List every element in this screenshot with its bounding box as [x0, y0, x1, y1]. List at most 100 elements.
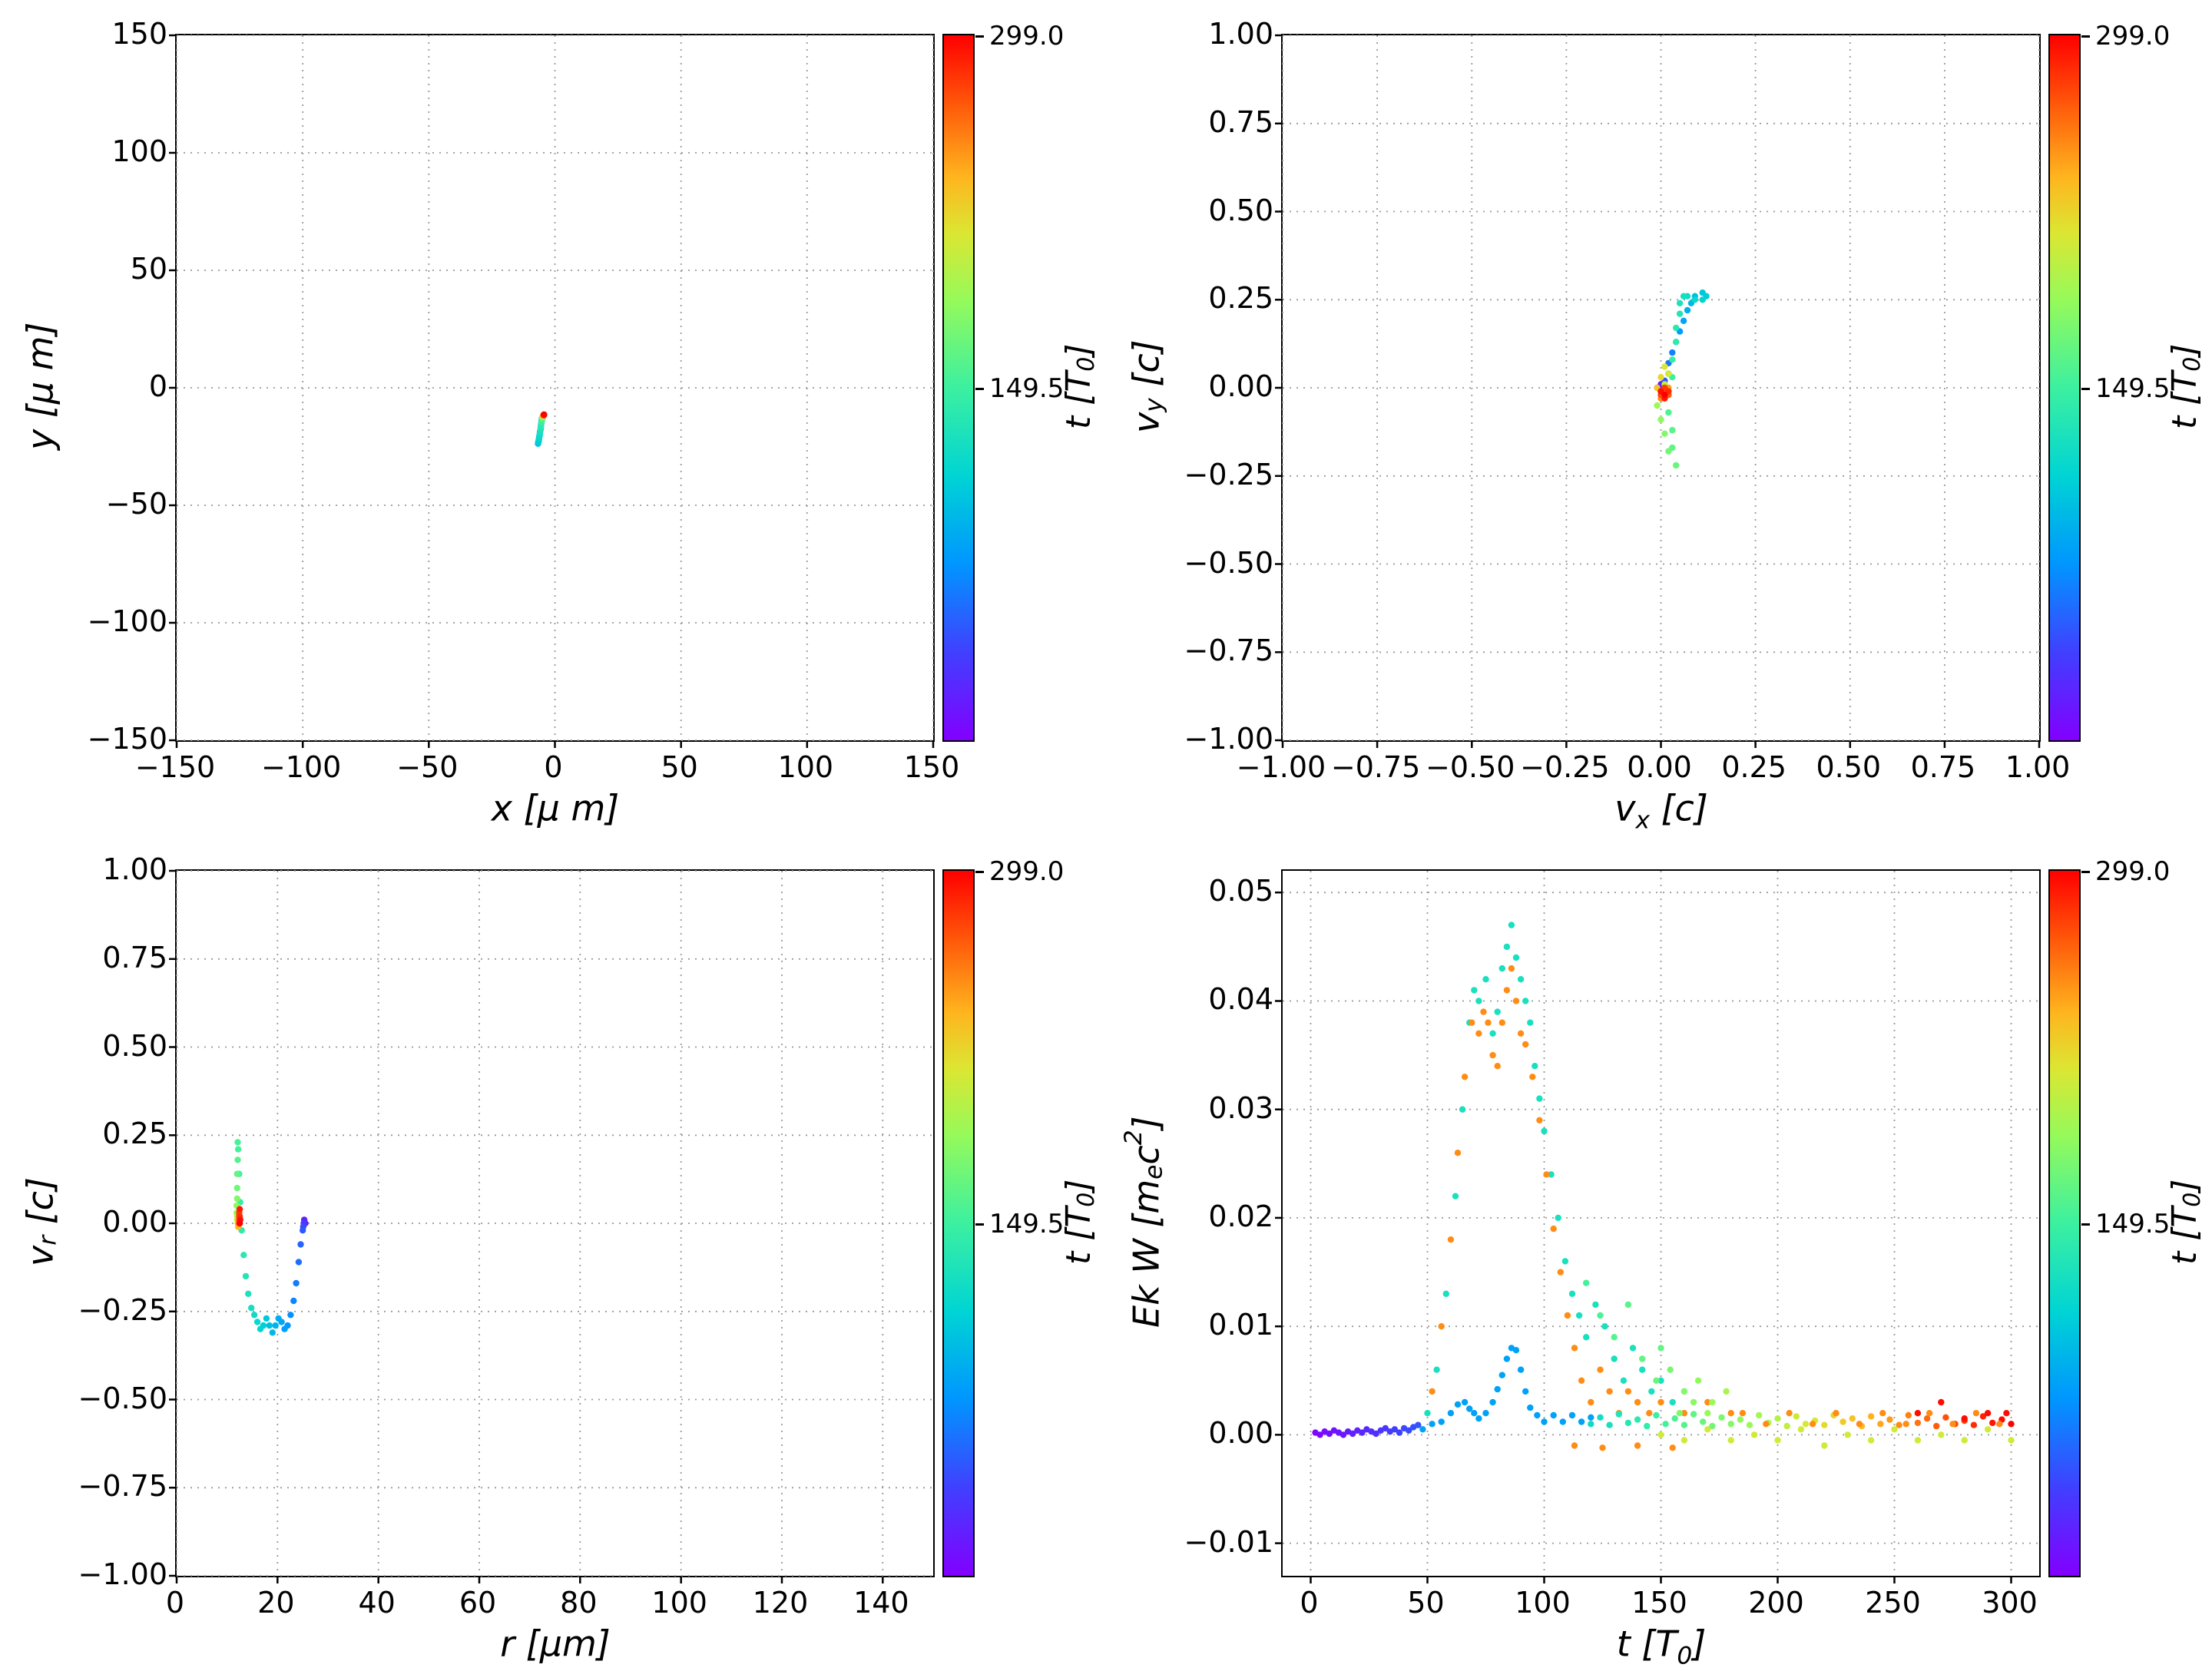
- colorbar-gradient: [944, 35, 973, 740]
- y-tick-label: 150: [111, 17, 167, 51]
- x-tick-label: −0.50: [1426, 750, 1515, 784]
- colorbar-axis-label: t [T0]: [2164, 869, 2206, 1574]
- colorbar-label-post: ]: [1059, 343, 1098, 357]
- scatter-svg: [1275, 34, 2041, 748]
- colorbar-tick-max: 299.0: [975, 19, 1064, 53]
- y-tick-labels: −150 −100 −50 0 50 100 150: [23, 17, 167, 756]
- x-tick-labels: 0 50 100 150 200 250 300: [1281, 1585, 2041, 1622]
- colorbar-gradient: [2050, 871, 2079, 1576]
- y-tick-label: 0.05: [1208, 874, 1273, 908]
- panel-x-y: y [μ m] −150 −100 −50 0 50 100 150 −150 −100 −50…: [0, 0, 1106, 836]
- x-tick-label: 50: [661, 750, 698, 784]
- plot-area-x-y: [169, 34, 935, 748]
- x-tick-label: 150: [903, 750, 960, 784]
- y-tick-label: 0.01: [1208, 1308, 1273, 1342]
- x-axis-label-post: ]: [1692, 1623, 1707, 1665]
- x-tick-label: −100: [260, 750, 342, 784]
- scatter-svg: [169, 34, 935, 748]
- x-tick-labels: −1.00 −0.75 −0.50 −0.25 0.00 0.25 0.50 0.75 1.00: [1237, 749, 2071, 786]
- colorbar-label-post: ]: [1059, 1179, 1098, 1193]
- colorbar-tick-mid-label: 149.5: [2095, 1209, 2171, 1239]
- colorbar-tick-mid: 149.5: [2081, 372, 2170, 405]
- x-axis-label-mid: [c]: [1649, 787, 1708, 829]
- y-tick-label: −50: [105, 487, 167, 521]
- x-tick-label: 0: [1300, 1586, 1319, 1620]
- colorbar-label-post: ]: [2165, 1179, 2204, 1193]
- colorbar-gradient: [2050, 35, 2079, 740]
- y-tick-label: 1.00: [1208, 17, 1273, 51]
- x-tick-label: −50: [396, 750, 459, 784]
- y-tick-labels: −1.00 −0.75 −0.50 −0.25 0.00 0.25 0.50 0.75 1.00: [23, 852, 167, 1591]
- colorbar-tick-max-label: 299.0: [2095, 856, 2171, 887]
- colorbar-tick-mid-label: 149.5: [2095, 373, 2171, 404]
- colorbar: [942, 869, 975, 1577]
- y-tick-label: 0.50: [1208, 193, 1273, 227]
- x-tick-label: 120: [752, 1586, 809, 1620]
- colorbar-tickmark-icon: [975, 35, 984, 38]
- colorbar-axis-label: t [T0]: [1058, 34, 1100, 739]
- y-tick-label: 0.04: [1208, 982, 1273, 1017]
- y-tick-label: −1.00: [78, 1557, 167, 1591]
- x-axis-label: vx [c]: [1281, 786, 2041, 835]
- x-axis-label-text: r [μm]: [500, 1623, 611, 1665]
- x-axis-label: r [μm]: [175, 1622, 935, 1670]
- x-tick-label: −1.00: [1236, 750, 1326, 784]
- x-tick-label: 300: [1982, 1586, 2038, 1620]
- plot-area-vx-vy: [1275, 34, 2041, 748]
- colorbar-gradient: [944, 871, 973, 1576]
- x-axis-label-text: v: [1614, 787, 1636, 829]
- x-tick-label: 20: [257, 1586, 295, 1620]
- panel-vx-vy: vy [c] −1.00 −0.75 −0.50 −0.25 0.00 0.25 0.50 0…: [1106, 0, 2212, 836]
- colorbar-tickmark-icon: [2081, 35, 2090, 38]
- colorbar-axis-label: t [T0]: [1058, 869, 1100, 1574]
- colorbar-tick-mid: 149.5: [975, 1207, 1064, 1241]
- y-tick-label: 0.00: [1208, 1416, 1273, 1451]
- y-tick-label: −0.01: [1184, 1524, 1273, 1559]
- colorbar-label-sub: 0: [2178, 356, 2206, 372]
- y-tick-label: 1.00: [102, 852, 167, 886]
- panel-t-energy: Ek W [mec2] −0.01 0.00 0.01 0.02 0.03 0.04 0.0…: [1106, 836, 2212, 1671]
- colorbar-tick-mid-label: 149.5: [989, 373, 1065, 404]
- x-tick-label: 60: [459, 1586, 497, 1620]
- y-tick-label: −1.00: [1184, 722, 1273, 756]
- x-tick-label: 100: [777, 750, 834, 784]
- colorbar: [2048, 34, 2081, 742]
- y-tick-label: 0.75: [102, 940, 167, 974]
- colorbar-tickmark-icon: [2081, 387, 2090, 390]
- x-tick-label: 1.00: [2005, 750, 2071, 784]
- y-tick-label: 0.50: [102, 1028, 167, 1063]
- colorbar-label-text: t [T: [1059, 1206, 1098, 1265]
- colorbar-tickmark-icon: [975, 387, 984, 390]
- x-tick-label: 40: [358, 1586, 396, 1620]
- y-tick-label: 0.25: [1208, 281, 1273, 316]
- y-tick-label: −100: [87, 604, 167, 638]
- y-tick-label: −0.25: [1184, 457, 1273, 491]
- y-tick-label: 0.25: [102, 1117, 167, 1151]
- colorbar-tickmark-icon: [975, 1223, 984, 1226]
- colorbar-tick-max: 299.0: [975, 855, 1064, 888]
- x-tick-label: −150: [134, 750, 216, 784]
- scatter-svg: [169, 869, 933, 1583]
- y-tick-label: −0.50: [1184, 545, 1273, 580]
- colorbar-axis-label: t [T0]: [2164, 34, 2206, 739]
- x-tick-label: 0.25: [1721, 750, 1786, 784]
- panel-r-vr: vr [c] −1.00 −0.75 −0.50 −0.25 0.00 0.25 0.50 0…: [0, 836, 1106, 1671]
- colorbar-tick-max-label: 299.0: [989, 21, 1065, 51]
- x-tick-labels: −150 −100 −50 0 50 100 150: [135, 749, 959, 786]
- x-tick-label: 0: [544, 750, 563, 784]
- colorbar-tickmark-icon: [2081, 1223, 2090, 1226]
- colorbar-label-sub: 0: [2178, 1192, 2206, 1207]
- colorbar-tick-mid-label: 149.5: [989, 1209, 1065, 1239]
- x-tick-label: 200: [1748, 1586, 1804, 1620]
- x-tick-label: 50: [1407, 1586, 1445, 1620]
- colorbar-tick-max-label: 299.0: [989, 856, 1065, 887]
- y-tick-label: 100: [111, 134, 167, 168]
- plot-area-t-energy: [1275, 869, 2041, 1583]
- x-tick-label: 150: [1631, 1586, 1687, 1620]
- x-tick-label: 0.50: [1816, 750, 1882, 784]
- colorbar-label-sub: 0: [1072, 1192, 1100, 1207]
- y-tick-label: −0.75: [1184, 634, 1273, 668]
- x-tick-label: −0.25: [1520, 750, 1610, 784]
- colorbar-tick-max: 299.0: [2081, 855, 2170, 888]
- x-axis-label-sub: x: [1635, 806, 1650, 835]
